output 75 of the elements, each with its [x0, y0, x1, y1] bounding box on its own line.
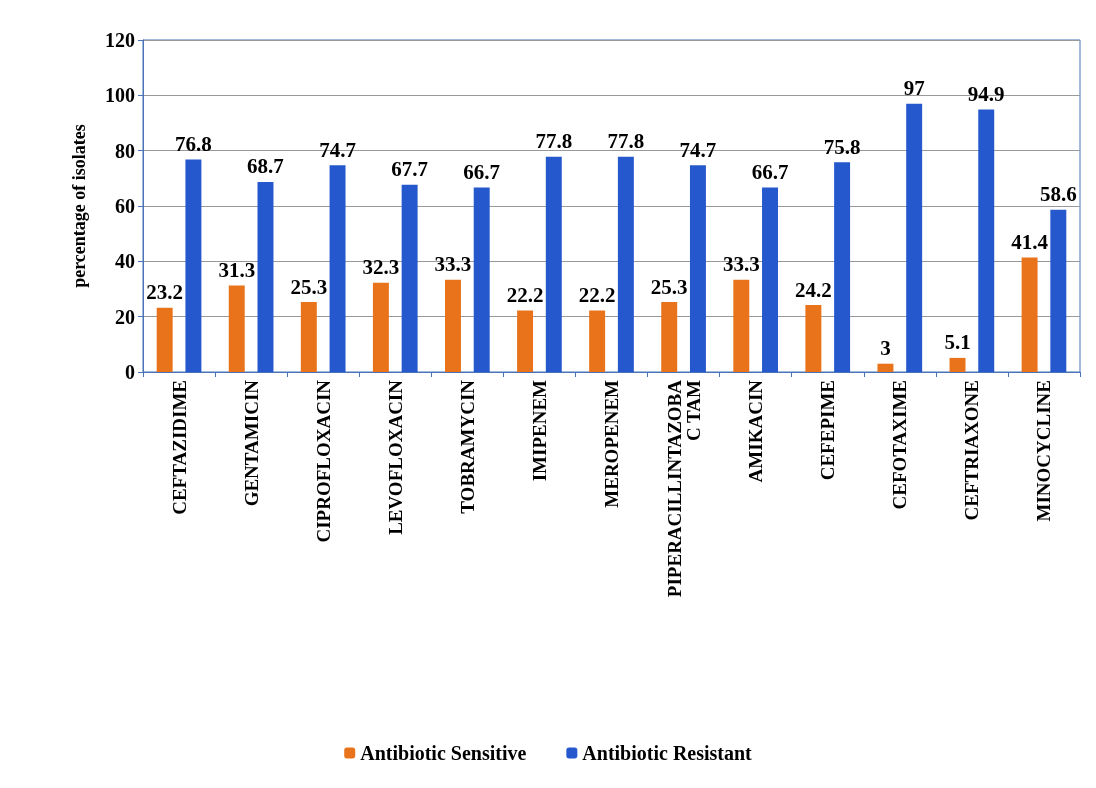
x-tick-label: IMIPENEM [528, 379, 550, 482]
x-tick-label: LEVOFLOXACIN [384, 379, 406, 535]
bar [228, 285, 245, 372]
data-label: 74.7 [319, 137, 356, 162]
bar [733, 279, 750, 372]
x-tick-label: CEFTRIAXONE [961, 380, 983, 521]
bar [949, 357, 966, 372]
bar [401, 184, 418, 372]
x-tick-label: GENTAMICIN [240, 379, 262, 507]
data-label: 24.2 [794, 277, 832, 302]
y-tick-label: 120 [105, 29, 135, 51]
data-label: 41.4 [1011, 229, 1049, 254]
y-tick-label: 60 [115, 195, 135, 217]
data-label: 76.8 [175, 132, 212, 157]
x-tick-label: TOBRAMYCIN [456, 379, 478, 514]
data-label: 23.2 [146, 280, 184, 305]
data-label: 97 [903, 76, 925, 101]
data-label: 25.3 [650, 274, 688, 299]
bar [689, 165, 706, 372]
data-label: 5.1 [944, 330, 971, 355]
x-tick-label: CEFTAZIDIME [168, 380, 190, 515]
data-label: 68.7 [247, 154, 284, 179]
y-tick-label: 40 [115, 250, 135, 273]
x-tick-label: CEFOTAXIME [889, 380, 911, 510]
bar [329, 165, 346, 372]
bar [978, 109, 995, 372]
y-tick-label: 100 [105, 84, 135, 107]
data-label: 66.7 [463, 159, 501, 184]
data-label: 58.6 [1039, 182, 1077, 207]
bar [257, 181, 274, 372]
y-axis-title: percentage of isolates [69, 124, 89, 288]
x-tick-label: AMIKACIN [745, 379, 767, 483]
legend-label: Antibiotic Sensitive [360, 742, 527, 764]
bar [473, 187, 490, 372]
y-tick-label: 20 [115, 305, 135, 328]
data-label: 75.8 [823, 134, 861, 159]
data-label: 94.9 [967, 81, 1005, 106]
data-label: 74.7 [679, 137, 717, 162]
data-label: 66.7 [751, 159, 789, 184]
bar [762, 187, 778, 372]
data-label: 22.2 [506, 283, 544, 308]
bar [877, 363, 894, 372]
bar [1021, 257, 1038, 372]
bar [1050, 209, 1067, 372]
data-label: 33.3 [434, 252, 472, 277]
data-label: 77.8 [607, 129, 645, 154]
x-tick-label: PIPERACILLINTAZOBAC TAM [663, 379, 704, 598]
legend-label: Antibiotic Resistant [582, 742, 753, 764]
bar [906, 103, 923, 372]
data-label: 77.8 [535, 129, 573, 154]
bar [156, 307, 173, 372]
data-label: 25.3 [290, 274, 328, 299]
bar [834, 162, 851, 372]
data-label: 31.3 [218, 257, 256, 282]
bar [372, 282, 389, 372]
x-tick-label: CIPROFLOXACIN [312, 379, 334, 543]
x-tick-label: MEROPENEM [601, 379, 622, 508]
data-label: 32.3 [362, 255, 400, 280]
data-label: 3 [880, 336, 891, 361]
bar [805, 305, 822, 372]
bar [589, 310, 606, 372]
x-tick-label: MINOCYCLINE [1033, 380, 1055, 522]
bar [617, 156, 634, 372]
bar [300, 302, 317, 372]
data-label: 67.7 [391, 157, 429, 182]
x-tick-label: CEFEPIME [817, 380, 839, 481]
y-tick-label: 0 [125, 361, 135, 383]
bar [185, 159, 202, 372]
data-label: 33.3 [722, 252, 760, 277]
bar [517, 310, 534, 372]
bar [661, 302, 678, 372]
y-tick-label: 80 [115, 139, 135, 162]
data-label: 22.2 [578, 283, 616, 308]
bar [445, 279, 461, 372]
bar [545, 156, 562, 372]
